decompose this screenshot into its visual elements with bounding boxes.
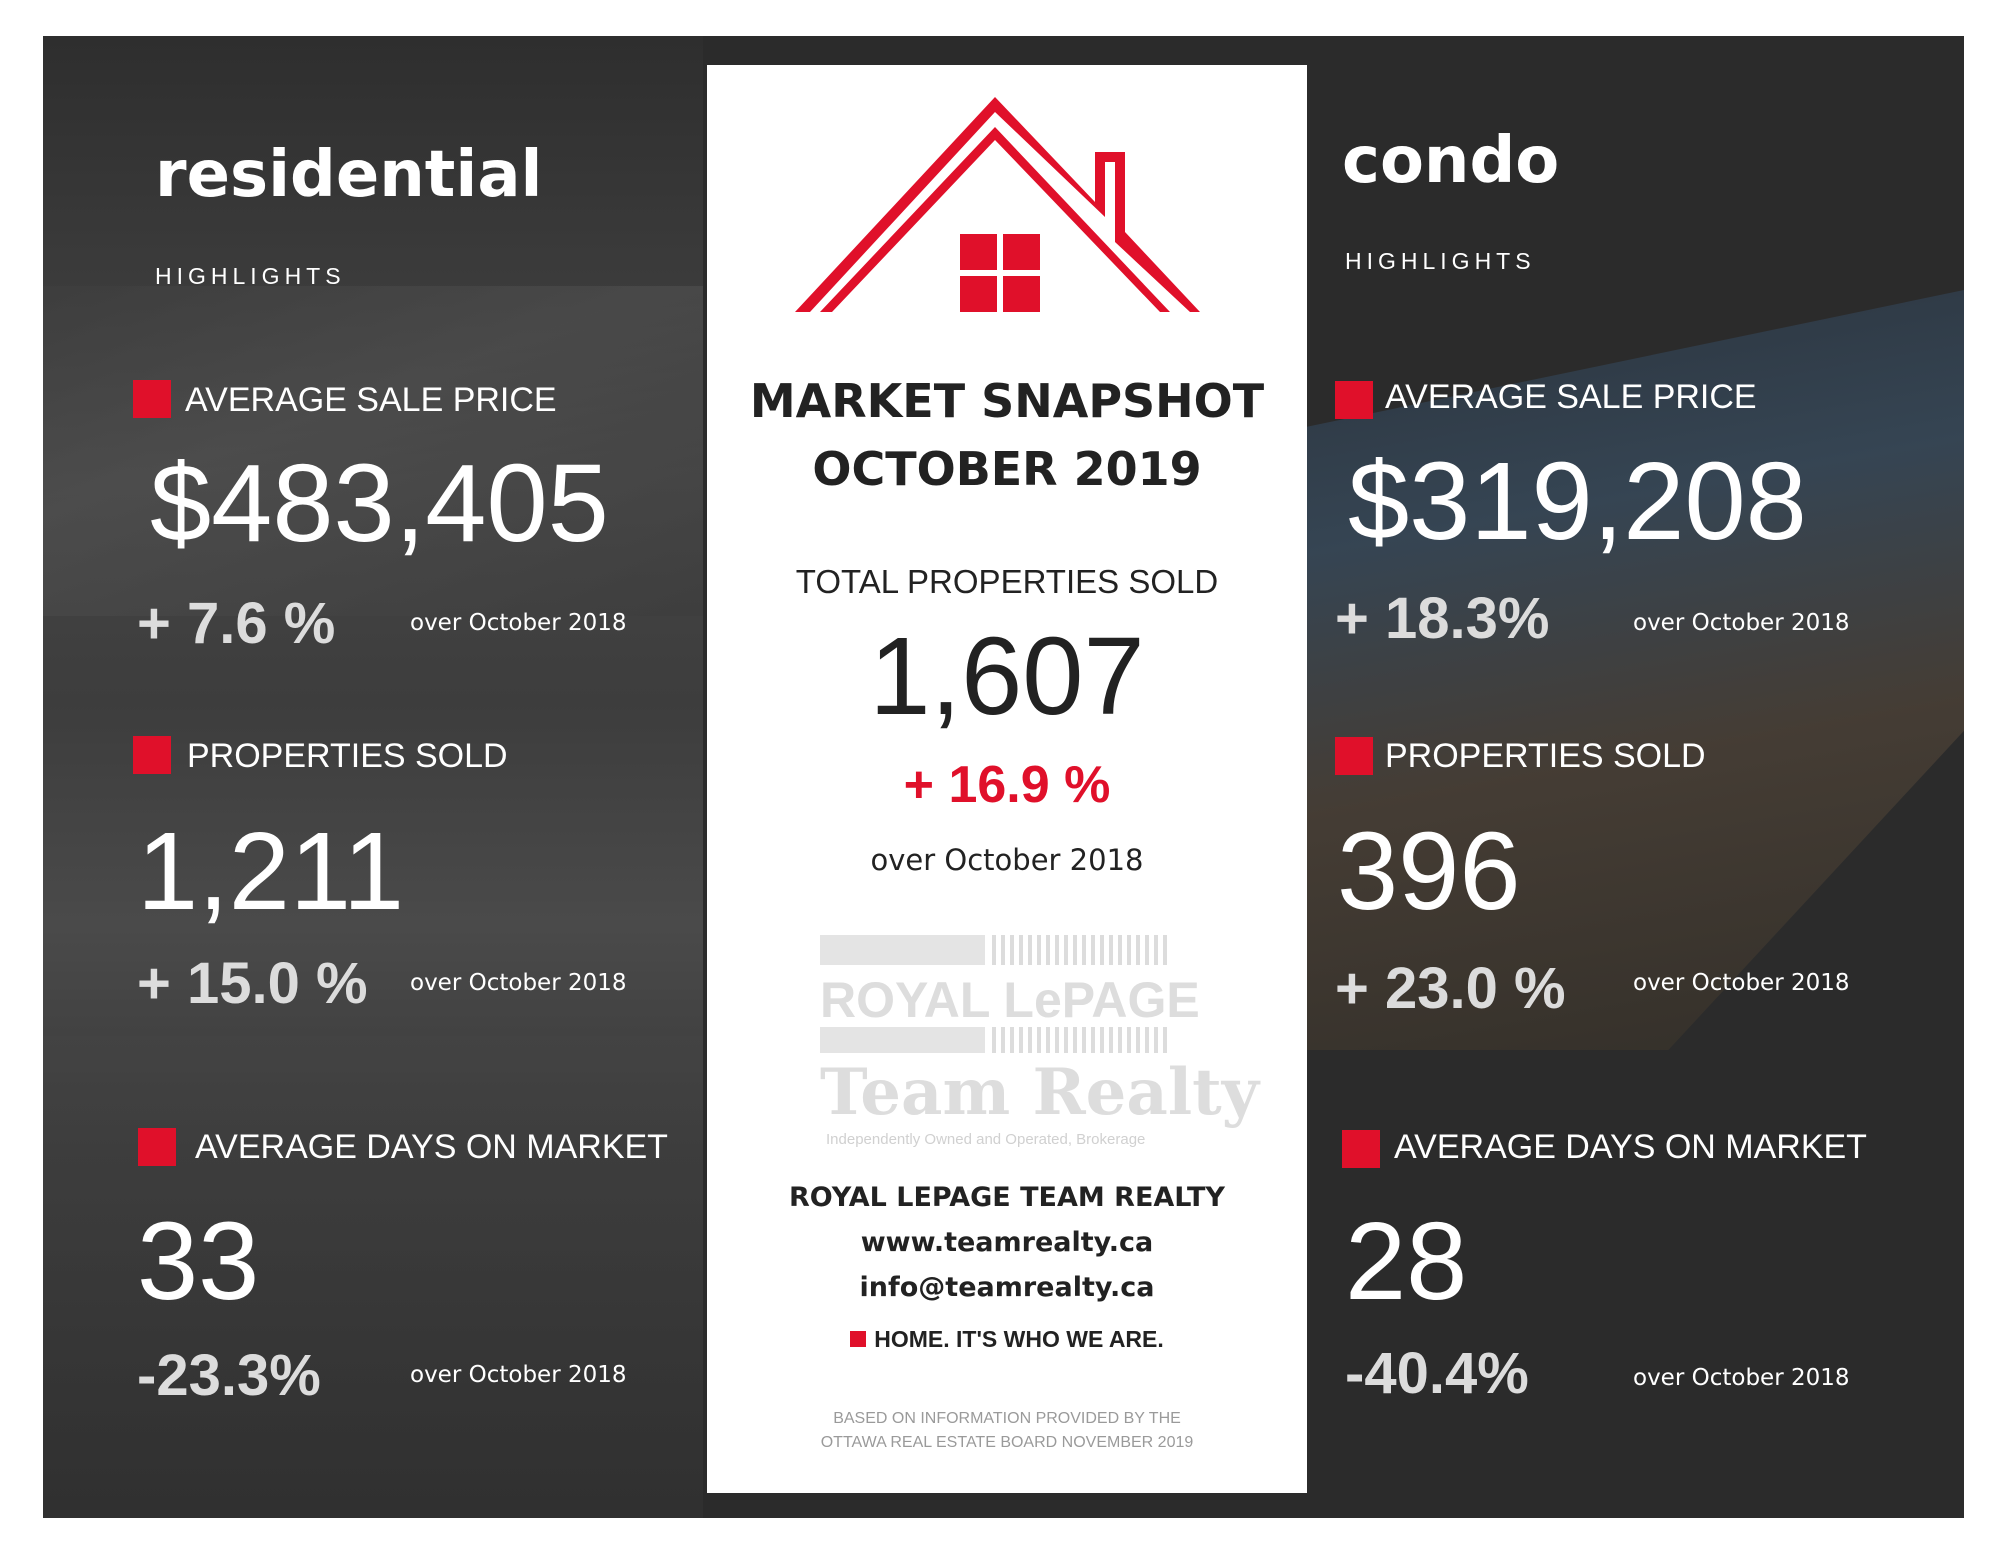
total-sold-change: + 16.9 %: [903, 756, 1111, 814]
residential-price-label: AVERAGE SALE PRICE: [185, 381, 557, 419]
condo-dom-label: AVERAGE DAYS ON MARKET: [1394, 1128, 1867, 1166]
residential-price-change: + 7.6 %: [137, 591, 336, 656]
residential-subtitle: HIGHLIGHTS: [155, 263, 346, 289]
residential-sold-change: + 15.0 %: [137, 951, 368, 1016]
residential-dom-value: 33: [137, 1200, 260, 1323]
condo-sold-change: + 23.0 %: [1335, 956, 1566, 1021]
condo-price-change: + 18.3%: [1335, 586, 1550, 651]
residential-title: residential: [155, 138, 543, 212]
total-sold-label: TOTAL PROPERTIES SOLD: [795, 563, 1219, 600]
residential-dom-label: AVERAGE DAYS ON MARKET: [195, 1128, 668, 1166]
residential-house-photo: [43, 36, 703, 1518]
company-website[interactable]: www.teamrealty.ca: [860, 1227, 1154, 1258]
slogan-bullet: [850, 1331, 867, 1347]
company-email[interactable]: info@teamrealty.ca: [859, 1272, 1155, 1303]
residential-price-bullet: [133, 380, 171, 418]
source-note-2: OTTAWA REAL ESTATE BOARD NOVEMBER 2019: [820, 1434, 1194, 1451]
house-roof-shade: [43, 286, 703, 616]
condo-building-photo: [1307, 290, 1964, 1050]
logo-line-2: Team Realty: [820, 1055, 1259, 1130]
condo-title: condo: [1342, 124, 1560, 198]
lawn-shade: [43, 1036, 703, 1518]
condo-price-over: over October 2018: [1633, 610, 1850, 636]
residential-sold-bullet: [133, 736, 171, 774]
condo-dom-over: over October 2018: [1633, 1365, 1850, 1391]
condo-dom-bullet: [1342, 1130, 1380, 1168]
source-note-1: BASED ON INFORMATION PROVIDED BY THE: [833, 1410, 1181, 1427]
condo-price-value: $319,208: [1348, 440, 1807, 563]
residential-price-value: $483,405: [150, 442, 609, 565]
slogan-text: HOME. IT'S WHO WE ARE.: [874, 1326, 1164, 1352]
logo-line-1: ROYAL LePAGE: [820, 972, 1200, 1028]
residential-dom-change: -23.3%: [137, 1343, 321, 1408]
condo-sold-over: over October 2018: [1633, 970, 1850, 996]
total-sold-over: over October 2018: [870, 843, 1144, 877]
condo-price-bullet: [1335, 381, 1373, 419]
logo-line-3: Independently Owned and Operated, Broker…: [826, 1131, 1146, 1148]
residential-dom-bullet: [138, 1128, 176, 1166]
snapshot-title: MARKET SNAPSHOT: [749, 374, 1265, 428]
condo-price-label: AVERAGE SALE PRICE: [1385, 378, 1757, 416]
slogan: HOME. IT'S WHO WE ARE.: [707, 1326, 1307, 1353]
residential-sold-label: PROPERTIES SOLD: [187, 737, 508, 775]
residential-price-over: over October 2018: [410, 610, 627, 636]
residential-sold-value: 1,211: [137, 810, 405, 933]
company-name: ROYAL LEPAGE TEAM REALTY: [789, 1182, 1225, 1213]
total-sold-value: 1,607: [869, 615, 1145, 738]
condo-sold-bullet: [1335, 737, 1373, 775]
condo-dom-value: 28: [1345, 1200, 1468, 1323]
house-roof-icon: [795, 97, 1200, 312]
condo-sold-value: 396: [1337, 810, 1521, 933]
royal-lepage-logo: ROYAL LePAGE Team Realty Independently O…: [820, 935, 1259, 1150]
residential-dom-over: over October 2018: [410, 1362, 627, 1388]
condo-dom-change: -40.4%: [1345, 1341, 1529, 1406]
snapshot-date: OCTOBER 2019: [812, 442, 1202, 496]
condo-subtitle: HIGHLIGHTS: [1345, 248, 1536, 274]
residential-sold-over: over October 2018: [410, 970, 627, 996]
condo-sold-label: PROPERTIES SOLD: [1385, 737, 1706, 775]
